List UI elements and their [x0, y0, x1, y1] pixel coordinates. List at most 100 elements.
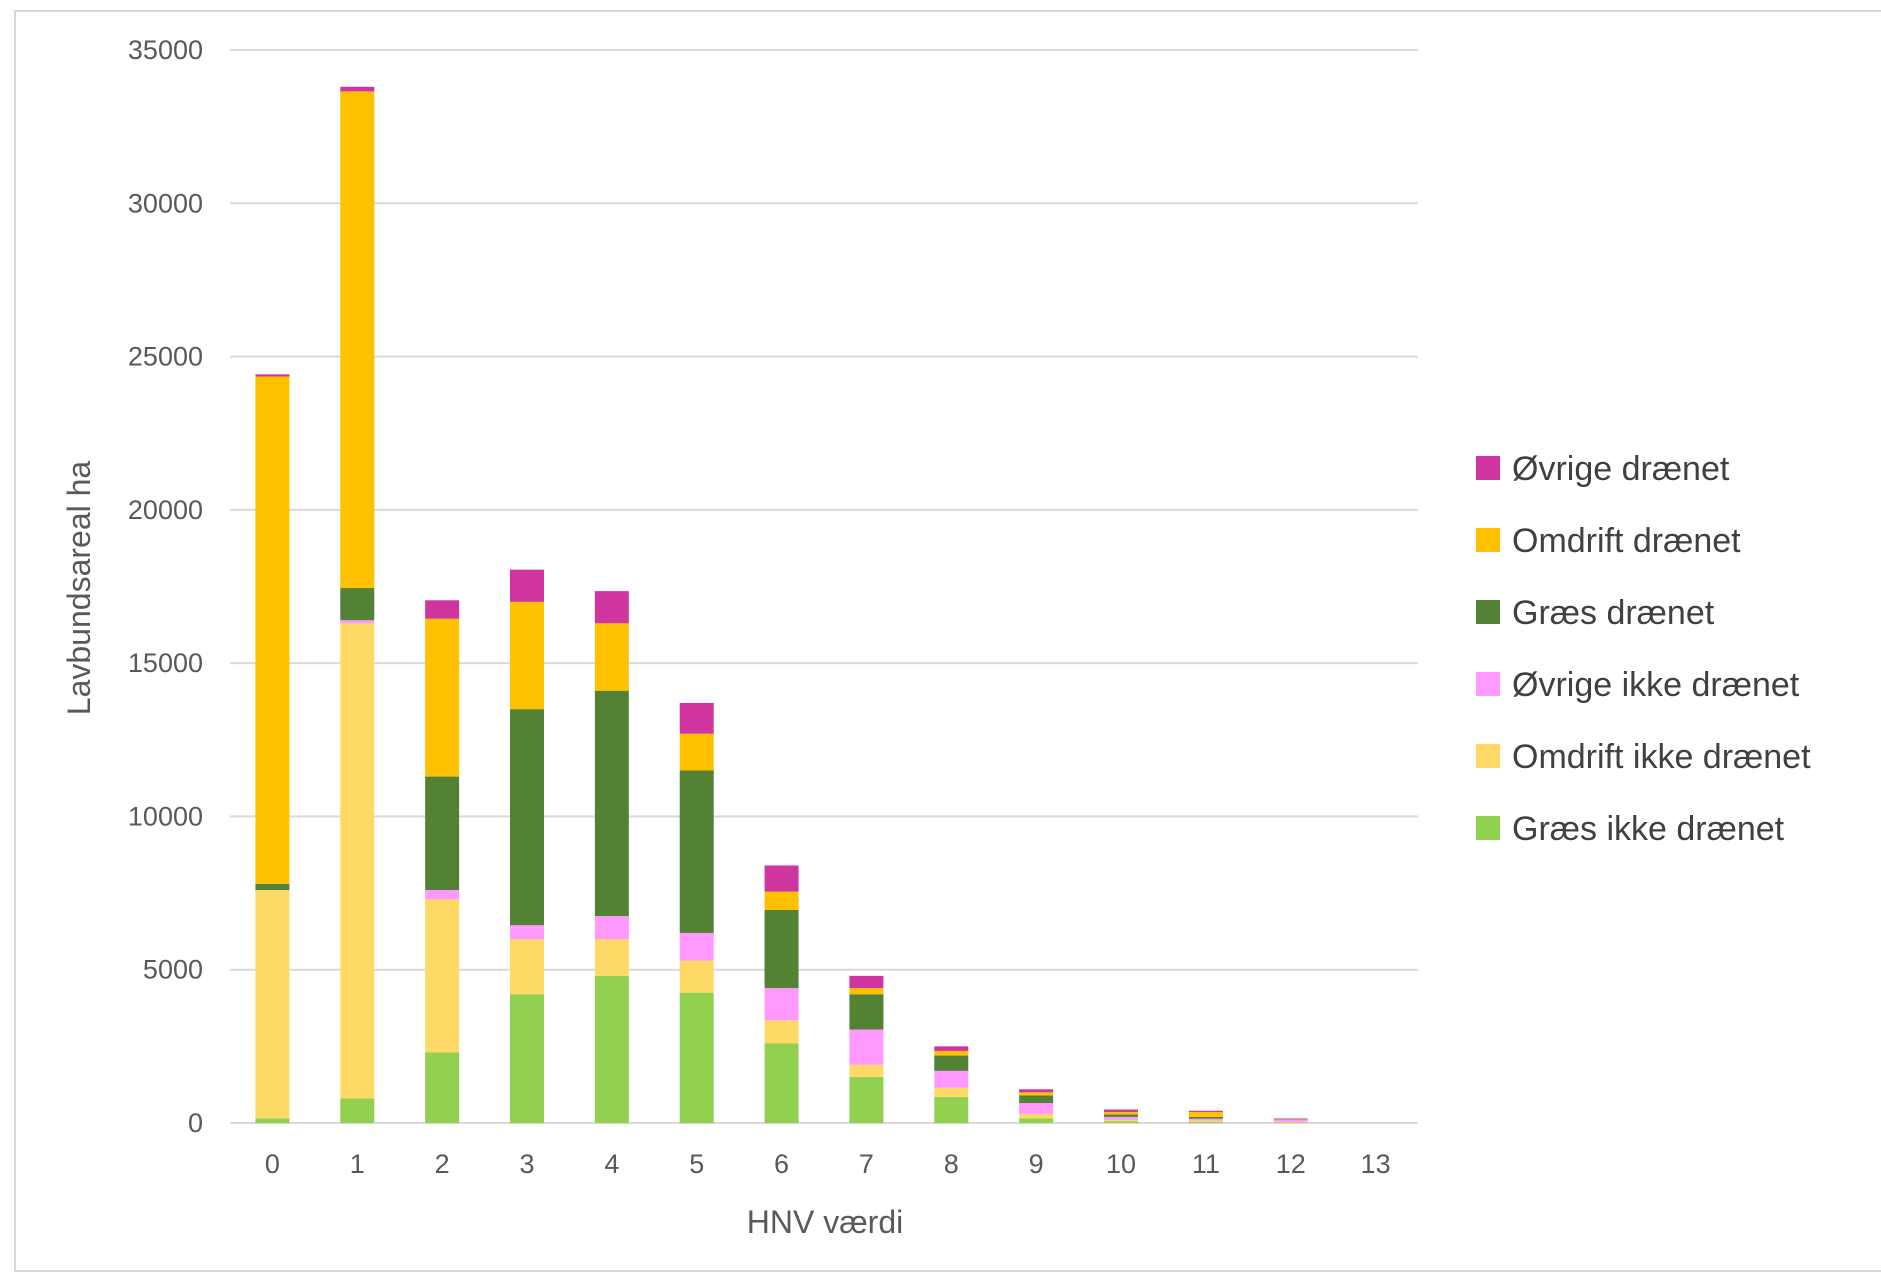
- legend-swatch: [1476, 816, 1500, 840]
- bar-segment-4-5: [594, 591, 629, 624]
- bar-segment-7-0: [849, 1077, 884, 1123]
- bar-segment-5-0: [679, 992, 714, 1123]
- bar-segment-11-0: [1188, 1121, 1223, 1123]
- bar-segment-1-3: [340, 588, 375, 621]
- bar-segment-9-4: [1019, 1092, 1054, 1096]
- bar-segment-11-1: [1188, 1120, 1223, 1122]
- bar-segment-4-0: [594, 975, 629, 1123]
- bar-segment-1-5: [340, 86, 375, 92]
- legend-label: Græs drænet: [1512, 594, 1715, 632]
- bar-segment-9-5: [1019, 1089, 1054, 1093]
- x-tick-label: 2: [435, 1149, 450, 1179]
- bar-stack-5: [679, 702, 714, 1123]
- bar-segment-12-4: [1273, 1118, 1308, 1120]
- bar-segment-11-2: [1188, 1118, 1223, 1121]
- x-tick-label: 4: [604, 1149, 619, 1179]
- bar-segment-11-5: [1188, 1110, 1223, 1112]
- bar-segment-5-1: [679, 960, 714, 993]
- legend-item: Øvrige ikke drænet: [1476, 666, 1800, 704]
- bar-segment-11-3: [1188, 1116, 1223, 1119]
- x-tick-label: 8: [944, 1149, 959, 1179]
- y-tick-label: 25000: [128, 342, 203, 372]
- bar-segment-5-3: [679, 770, 714, 933]
- legend-label: Øvrige ikke drænet: [1512, 666, 1800, 704]
- bar-segment-5-5: [679, 702, 714, 734]
- bar-stack-3: [510, 569, 544, 1123]
- y-tick-label: 30000: [128, 188, 203, 218]
- bar-segment-6-5: [764, 865, 799, 892]
- bar-segment-9-0: [1019, 1118, 1054, 1123]
- y-tick-label: 15000: [128, 648, 203, 678]
- x-tick-label: 5: [689, 1149, 704, 1179]
- y-tick-label: 20000: [128, 495, 203, 525]
- bar-segment-0-3: [255, 883, 290, 891]
- bar-segment-3-0: [510, 994, 544, 1123]
- bar-segment-1-2: [340, 620, 375, 624]
- legend-swatch: [1476, 456, 1500, 480]
- bar-stack-8: [934, 1046, 969, 1123]
- bar-segment-8-4: [934, 1050, 969, 1056]
- bar-segment-6-3: [764, 909, 799, 989]
- bar-segment-10-5: [1104, 1109, 1138, 1112]
- y-axis-title: Lavbundsareal ha: [61, 461, 97, 716]
- y-tick-label: 0: [188, 1108, 203, 1138]
- bar-segment-3-5: [510, 569, 544, 602]
- legend-label: Græs ikke drænet: [1512, 810, 1785, 848]
- bar-stacks: [255, 86, 1308, 1123]
- legend-label: Omdrift drænet: [1512, 522, 1741, 560]
- x-tick-label: 11: [1192, 1149, 1220, 1179]
- bar-segment-8-3: [934, 1055, 969, 1071]
- legend-item: Øvrige drænet: [1476, 450, 1730, 488]
- legend: Øvrige drænet Omdrift drænet Græs drænet Øv…: [1476, 450, 1811, 848]
- bar-stack-6: [764, 865, 799, 1123]
- bar-stack-9: [1019, 1089, 1054, 1123]
- bar-segment-12-1: [1273, 1121, 1308, 1123]
- bar-stack-1: [340, 86, 375, 1123]
- x-tick-label: 1: [350, 1149, 365, 1179]
- bar-stack-7: [849, 975, 884, 1123]
- bar-segment-7-5: [849, 975, 884, 989]
- bar-segment-10-1: [1104, 1119, 1138, 1122]
- legend-label: Øvrige drænet: [1512, 450, 1730, 488]
- x-axis-title: HNV værdi: [747, 1204, 903, 1240]
- bar-segment-8-5: [934, 1046, 969, 1051]
- bar-segment-10-4: [1104, 1111, 1138, 1115]
- y-tick-label: 35000: [128, 35, 203, 65]
- x-tick-label: 12: [1276, 1149, 1306, 1179]
- bar-segment-5-4: [679, 733, 714, 771]
- legend-label: Omdrift ikke drænet: [1512, 738, 1811, 776]
- bar-segment-4-3: [594, 690, 629, 917]
- bar-segment-8-1: [934, 1087, 969, 1097]
- bar-segment-2-0: [425, 1052, 460, 1123]
- bar-segment-7-4: [849, 988, 884, 995]
- bar-segment-4-1: [594, 939, 629, 976]
- bar-segment-3-2: [510, 925, 544, 940]
- bar-segment-9-3: [1019, 1095, 1054, 1104]
- bar-segment-6-2: [764, 988, 799, 1021]
- bar-segment-4-2: [594, 916, 629, 940]
- bar-segment-12-5: [1273, 1118, 1308, 1119]
- bar-segment-12-3: [1273, 1119, 1308, 1120]
- bar-segment-1-0: [340, 1098, 375, 1123]
- x-tick-label: 0: [265, 1149, 280, 1179]
- bar-segment-10-0: [1104, 1121, 1138, 1123]
- bar-segment-0-0: [255, 1118, 290, 1123]
- x-tick-label: 3: [519, 1149, 534, 1179]
- x-tick-label: 10: [1106, 1149, 1136, 1179]
- bar-segment-7-1: [849, 1064, 884, 1078]
- bar-segment-8-2: [934, 1070, 969, 1088]
- bar-segment-0-4: [255, 376, 290, 884]
- legend-swatch: [1476, 600, 1500, 624]
- bar-segment-7-2: [849, 1029, 884, 1065]
- bar-segment-8-0: [934, 1096, 969, 1123]
- legend-item: Omdrift drænet: [1476, 522, 1741, 560]
- bar-segment-6-0: [764, 1043, 799, 1123]
- bar-segment-1-4: [340, 91, 375, 589]
- x-axis-ticks: 0 1 2 3 4 5 6 7 8 9 10 11 12 13: [265, 1149, 1391, 1179]
- bar-stack-4: [594, 591, 629, 1123]
- bar-segment-3-3: [510, 709, 544, 926]
- gridlines: [230, 49, 1418, 1124]
- bar-segment-9-1: [1019, 1113, 1054, 1119]
- bar-segment-1-1: [340, 623, 375, 1099]
